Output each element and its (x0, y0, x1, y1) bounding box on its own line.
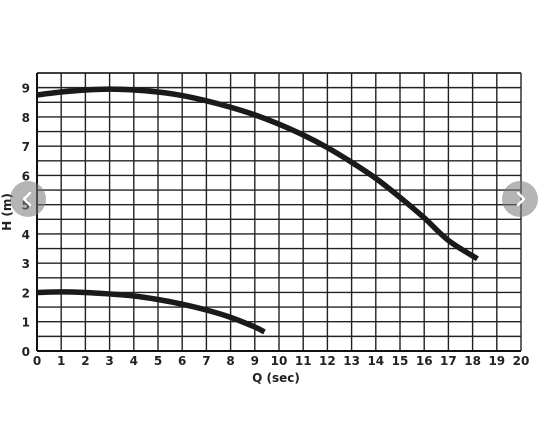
x-tick-label: 7 (202, 354, 210, 368)
y-tick-label: 0 (22, 345, 30, 359)
chevron-left-icon (22, 191, 32, 207)
x-tick-label: 20 (513, 354, 530, 368)
x-tick-label: 1 (57, 354, 65, 368)
x-tick-label: 19 (488, 354, 505, 368)
x-axis-label: Q (sec) (252, 371, 300, 385)
y-tick-label: 9 (22, 82, 30, 96)
x-tick-label: 3 (105, 354, 113, 368)
y-tick-label: 8 (22, 111, 30, 125)
x-tick-label: 8 (226, 354, 234, 368)
x-tick-label: 10 (271, 354, 288, 368)
x-tick-label: 16 (416, 354, 433, 368)
x-tick-label: 14 (367, 354, 384, 368)
x-tick-label: 2 (81, 354, 89, 368)
x-tick-label: 4 (130, 354, 138, 368)
x-tick-label: 18 (464, 354, 481, 368)
y-tick-label: 4 (22, 228, 30, 242)
x-tick-label: 0 (33, 354, 41, 368)
x-tick-label: 13 (343, 354, 360, 368)
series-line-2 (36, 289, 266, 335)
y-tick-label: 2 (22, 286, 30, 300)
series-line-1 (36, 86, 479, 262)
y-tick-label: 7 (22, 140, 30, 154)
chevron-right-icon (516, 191, 526, 207)
y-tick-label: 6 (22, 169, 30, 183)
x-tick-label: 17 (440, 354, 457, 368)
chart-series (36, 86, 479, 335)
x-tick-label: 6 (178, 354, 186, 368)
carousel-next-button[interactable] (502, 181, 538, 217)
x-tick-label: 12 (319, 354, 336, 368)
x-tick-label: 15 (392, 354, 409, 368)
chart-grid (36, 72, 522, 352)
y-tick-label: 3 (22, 257, 30, 271)
x-tick-label: 9 (251, 354, 259, 368)
x-tick-label: 11 (295, 354, 312, 368)
x-tick-label: 5 (154, 354, 162, 368)
carousel-prev-button[interactable] (10, 181, 46, 217)
y-tick-label: 1 (22, 316, 30, 330)
chart-ticks: 0123456789101112131415161718192001234567… (22, 82, 530, 368)
